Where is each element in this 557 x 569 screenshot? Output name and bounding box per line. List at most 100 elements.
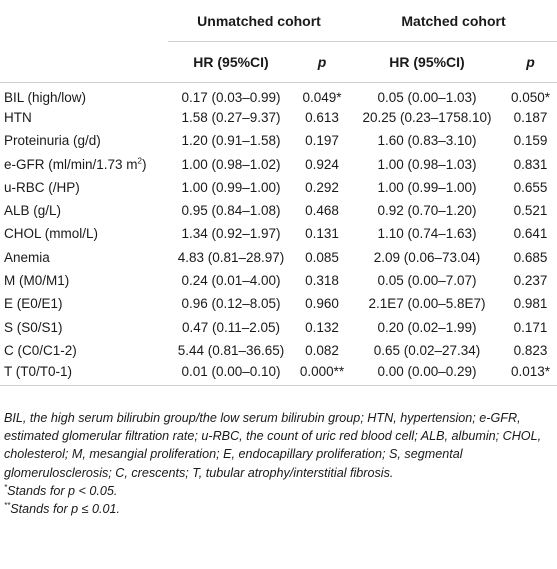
variable-label: Proteinuria (g/d) bbox=[4, 133, 101, 149]
table-footnotes: BIL, the high serum bilirubin group/the … bbox=[4, 409, 554, 518]
variable-cell: HTN bbox=[0, 106, 168, 129]
unmatched-p-cell: 0.132 bbox=[305, 319, 339, 335]
variable-label-tail: ) bbox=[141, 156, 147, 172]
matched-hr-header: HR (95%CI) bbox=[350, 41, 504, 83]
variable-label: Anemia bbox=[4, 249, 50, 265]
unmatched-cohort-header: Unmatched cohort bbox=[168, 0, 350, 42]
matched-hr-cell: 1.00 (0.98–1.03) bbox=[377, 156, 477, 172]
variable-cell: ALB (g/L) bbox=[0, 199, 168, 222]
unmatched-p-cell: 0.318 bbox=[305, 273, 339, 289]
matched-hr-cell: 2.09 (0.06–73.04) bbox=[373, 249, 481, 265]
table-row: T (T0/T0-1) 0.01 (0.00–0.10) 0.000** 0.00 (… bbox=[0, 362, 557, 386]
matched-p-cell: 0.655 bbox=[513, 179, 548, 195]
variable-cell: T (T0/T0-1) bbox=[0, 362, 168, 386]
table-row: C (C0/C1-2) 5.44 (0.81–36.65) 0.082 0.65 (0… bbox=[0, 339, 557, 362]
double-asterisk-mark: ** bbox=[4, 500, 11, 510]
variable-cell: Proteinuria (g/d) bbox=[0, 129, 168, 152]
table-row: M (M0/M1) 0.24 (0.01–4.00) 0.318 0.05 (0.00… bbox=[0, 269, 557, 292]
unmatched-p-header: p bbox=[294, 41, 350, 83]
table-row: BIL (high/low) 0.17 (0.03–0.99) 0.049* 0.05… bbox=[0, 83, 557, 106]
unmatched-hr-cell: 0.96 (0.12–8.05) bbox=[181, 296, 281, 312]
cox-regression-table: Unmatched cohort Matched cohort HR (95%C… bbox=[0, 0, 557, 386]
matched-p-cell: 0.159 bbox=[513, 133, 548, 149]
unmatched-hr-cell: 5.44 (0.81–36.65) bbox=[177, 342, 285, 358]
matched-hr-cell: 0.65 (0.02–27.34) bbox=[373, 342, 481, 358]
table-row: HTN 1.58 (0.27–9.37) 0.613 20.25 (0.23–1758… bbox=[0, 106, 557, 129]
matched-hr-cell: 0.92 (0.70–1.20) bbox=[377, 203, 477, 219]
unmatched-hr-cell: 0.17 (0.03–0.99) bbox=[181, 89, 281, 105]
variable-label: E (E0/E1) bbox=[4, 296, 63, 312]
matched-hr-cell: 0.05 (0.00–7.07) bbox=[377, 273, 477, 289]
variable-label: e-GFR (ml/min/1.73 m bbox=[4, 156, 138, 172]
variable-label: ALB (g/L) bbox=[4, 203, 62, 219]
variable-superscript: 2 bbox=[137, 156, 142, 166]
abbreviations-note: BIL, the high serum bilirubin group/the … bbox=[4, 411, 542, 480]
matched-hr-cell: 0.00 (0.00–0.29) bbox=[350, 362, 504, 386]
table-row: e-GFR (ml/min/1.73 m2) 1.00 (0.98–1.02) 0.… bbox=[0, 152, 557, 175]
variable-cell: S (S0/S1) bbox=[0, 315, 168, 338]
matched-p-cell: 0.831 bbox=[513, 156, 548, 172]
matched-p-cell: 0.981 bbox=[513, 296, 548, 312]
table-body: BIL (high/low) 0.17 (0.03–0.99) 0.049* 0.05… bbox=[0, 83, 557, 386]
variable-header-cell bbox=[0, 41, 168, 83]
variable-cell: M (M0/M1) bbox=[0, 269, 168, 292]
variable-cell: E (E0/E1) bbox=[0, 292, 168, 315]
unmatched-p-cell: 0.468 bbox=[305, 203, 339, 219]
matched-hr-cell: 2.1E7 (0.00–5.8E7) bbox=[368, 296, 486, 312]
variable-cell: CHOL (mmol/L) bbox=[0, 222, 168, 245]
variable-label: M (M0/M1) bbox=[4, 273, 70, 289]
unmatched-p-cell: 0.924 bbox=[305, 156, 339, 172]
variable-label: BIL (high/low) bbox=[4, 89, 87, 105]
variable-cell: Anemia bbox=[0, 246, 168, 269]
matched-hr-cell: 0.20 (0.02–1.99) bbox=[377, 319, 477, 335]
unmatched-hr-header: HR (95%CI) bbox=[168, 41, 294, 83]
matched-p-cell: 0.685 bbox=[513, 249, 548, 265]
unmatched-p-cell: 0.085 bbox=[305, 249, 339, 265]
variable-cell: u-RBC (/HP) bbox=[0, 176, 168, 199]
column-header-row: HR (95%CI) p HR (95%CI) p bbox=[0, 41, 557, 83]
significance-note-1: *Stands for p < 0.05. bbox=[4, 482, 118, 498]
table-row: Proteinuria (g/d) 1.20 (0.91–1.58) 0.197 1.… bbox=[0, 129, 557, 152]
table-row: E (E0/E1) 0.96 (0.12–8.05) 0.960 2.1E7 (0.0… bbox=[0, 292, 557, 315]
variable-label: S (S0/S1) bbox=[4, 319, 63, 335]
matched-p-cell: 0.237 bbox=[513, 273, 548, 289]
unmatched-hr-cell: 1.58 (0.27–9.37) bbox=[181, 109, 281, 125]
group-header-row: Unmatched cohort Matched cohort bbox=[0, 0, 557, 42]
table-row: ALB (g/L) 0.95 (0.84–1.08) 0.468 0.92 (0.70… bbox=[0, 199, 557, 222]
variable-label: HTN bbox=[4, 109, 32, 125]
matched-p-cell: 0.187 bbox=[513, 109, 548, 125]
variable-cell: BIL (high/low) bbox=[0, 83, 168, 106]
matched-hr-cell: 0.05 (0.00–1.03) bbox=[377, 89, 477, 105]
matched-hr-cell: 20.25 (0.23–1758.10) bbox=[362, 109, 492, 125]
matched-hr-cell: 1.10 (0.74–1.63) bbox=[377, 226, 477, 242]
table-row: CHOL (mmol/L) 1.34 (0.92–1.97) 0.131 1.10 (… bbox=[0, 222, 557, 245]
asterisk-mark: * bbox=[4, 482, 8, 492]
unmatched-p-cell: 0.613 bbox=[305, 109, 339, 125]
unmatched-hr-cell: 0.95 (0.84–1.08) bbox=[181, 203, 281, 219]
unmatched-hr-cell: 0.01 (0.00–0.10) bbox=[168, 362, 294, 386]
unmatched-hr-cell: 1.00 (0.98–1.02) bbox=[181, 156, 281, 172]
matched-p-header: p bbox=[504, 41, 557, 83]
matched-p-cell: 0.013* bbox=[504, 362, 557, 386]
matched-p-cell: 0.521 bbox=[513, 203, 548, 219]
significance-note-2: **Stands for p ≤ 0.01. bbox=[4, 500, 121, 517]
variable-cell: e-GFR (ml/min/1.73 m2) bbox=[0, 152, 168, 175]
unmatched-hr-cell: 4.83 (0.81–28.97) bbox=[177, 249, 285, 265]
variable-label: CHOL (mmol/L) bbox=[4, 226, 99, 242]
matched-p-cell: 0.641 bbox=[513, 226, 548, 242]
variable-label: u-RBC (/HP) bbox=[4, 179, 80, 195]
unmatched-p-cell: 0.960 bbox=[305, 296, 339, 312]
unmatched-hr-cell: 1.20 (0.91–1.58) bbox=[181, 133, 281, 149]
matched-p-cell: 0.823 bbox=[513, 342, 548, 358]
unmatched-hr-cell: 1.34 (0.92–1.97) bbox=[181, 226, 281, 242]
header-blank-cell bbox=[0, 0, 168, 42]
matched-p-cell: 0.171 bbox=[513, 319, 548, 335]
table-row: S (S0/S1) 0.47 (0.11–2.05) 0.132 0.20 (0.02… bbox=[0, 315, 557, 338]
variable-label: T (T0/T0-1) bbox=[4, 363, 73, 379]
variable-label: C (C0/C1-2) bbox=[4, 342, 77, 358]
matched-p-cell: 0.050* bbox=[510, 89, 551, 105]
matched-hr-cell: 1.60 (0.83–3.10) bbox=[377, 133, 477, 149]
unmatched-p-cell: 0.082 bbox=[305, 342, 339, 358]
unmatched-hr-cell: 0.24 (0.01–4.00) bbox=[181, 273, 281, 289]
